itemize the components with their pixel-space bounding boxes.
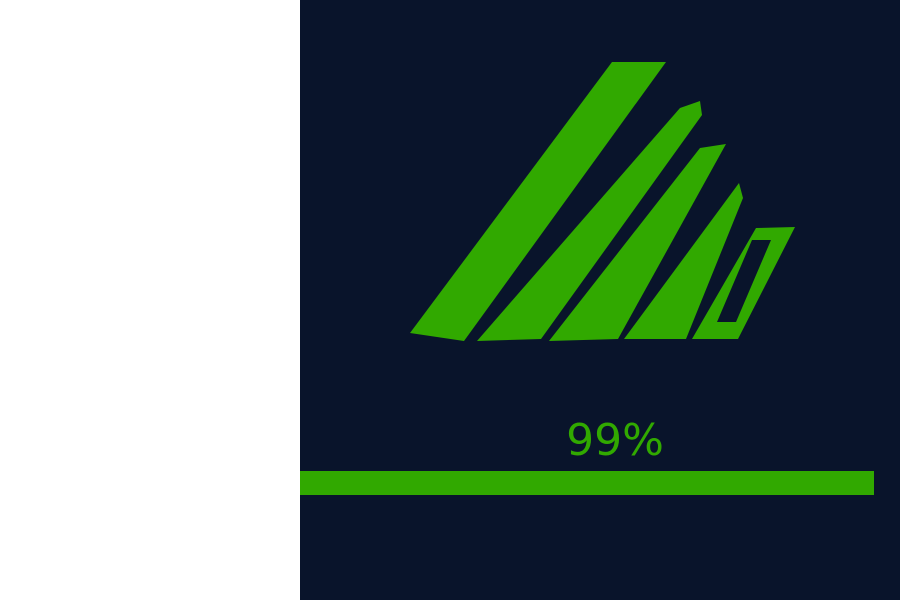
progress-percent-label: 99%: [566, 415, 664, 466]
logo-o-shape: [692, 227, 795, 339]
logo-stroke-2: [477, 101, 702, 341]
progress-bar: [300, 471, 880, 495]
progress-bar-fill: [300, 471, 875, 495]
logo-stroke-1: [410, 62, 666, 341]
logo-stroke-4: [624, 183, 743, 339]
logo-stroke-3: [549, 144, 726, 341]
logo-icon: [410, 62, 795, 341]
left-blank-panel: [0, 0, 300, 600]
